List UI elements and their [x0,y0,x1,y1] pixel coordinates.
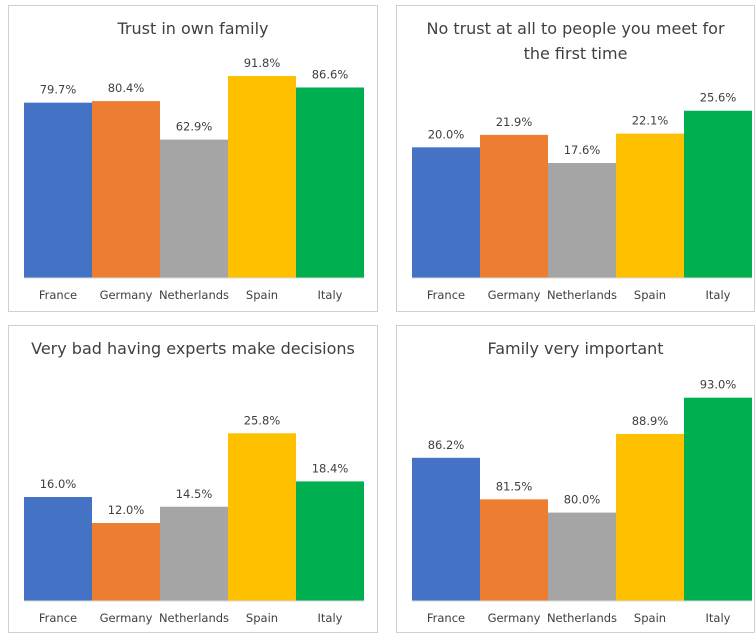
value-label: 25.8% [244,413,281,427]
bar [92,101,160,279]
bar [296,87,364,278]
bar [412,147,480,278]
value-label: 62.9% [176,120,213,134]
chart: 20.0% France 21.9% Germany 17.6% Netherlands 2… [412,91,752,302]
bar [548,163,616,278]
chart-title: Trust in own family [117,19,269,38]
x-tick-label: France [39,288,77,302]
bar [296,481,364,601]
x-tick-label: France [39,611,77,625]
value-label: 17.6% [564,143,601,157]
bar [480,499,548,601]
value-label: 91.8% [244,56,281,70]
bar [616,433,684,601]
chart-panel: 79.7% France 80.4% Germany 62.9% Netherlands 9… [8,5,378,312]
bar [684,397,752,601]
x-tick-label: Netherlands [159,611,229,625]
x-tick-label: France [427,611,465,625]
x-tick-label: Italy [706,288,731,302]
value-label: 18.4% [312,461,349,475]
x-tick-label: Germany [488,288,541,302]
x-tick-label: Spain [634,288,666,302]
value-label: 86.6% [312,67,349,81]
x-tick-label: Spain [246,611,278,625]
value-label: 81.5% [496,479,533,493]
x-tick-label: Germany [100,611,153,625]
bar [228,76,296,278]
x-tick-label: Germany [488,611,541,625]
chart-title: Family very important [487,339,664,358]
value-label: 22.1% [632,114,669,128]
value-label: 80.4% [108,81,145,95]
x-tick-label: Germany [100,288,153,302]
value-label: 21.9% [496,115,533,129]
chart: 79.7% France 80.4% Germany 62.9% Netherlands 9… [24,56,364,302]
value-label: 16.0% [40,477,77,491]
bar [548,512,616,601]
value-label: 93.0% [700,378,737,392]
x-tick-label: Spain [246,288,278,302]
bar [228,433,296,601]
x-tick-label: Spain [634,611,666,625]
x-tick-label: France [427,288,465,302]
chart-panel: 20.0% France 21.9% Germany 17.6% Netherlands 2… [396,5,755,312]
value-label: 12.0% [108,503,145,517]
value-label: 20.0% [428,127,465,141]
chart: 16.0% France 12.0% Germany 14.5% Netherlands 2… [24,413,364,625]
value-label: 80.0% [564,493,601,507]
x-tick-label: Italy [318,288,343,302]
chart: 86.2% France 81.5% Germany 80.0% Netherlands 8… [412,378,752,625]
x-tick-label: Italy [318,611,343,625]
bar [480,134,548,278]
x-tick-label: Netherlands [547,288,617,302]
value-label: 86.2% [428,438,465,452]
chart-title: Very bad having experts make decisions [31,339,355,358]
bar [92,523,160,601]
value-label: 25.6% [700,91,737,105]
value-label: 79.7% [40,83,77,97]
value-label: 88.9% [632,414,669,428]
bar [24,497,92,601]
chart-title: No trust at all to people you meet for t… [426,19,725,63]
bar [684,110,752,278]
bar [24,102,92,278]
bar [160,506,228,601]
x-tick-label: Netherlands [159,288,229,302]
chart-panel: 16.0% France 12.0% Germany 14.5% Netherlands 2… [8,325,378,633]
chart-panel: 86.2% France 81.5% Germany 80.0% Netherlands 8… [396,325,755,633]
bar [160,139,228,278]
bar [616,133,684,278]
x-tick-label: Netherlands [547,611,617,625]
bar [412,457,480,601]
value-label: 14.5% [176,487,213,501]
x-tick-label: Italy [706,611,731,625]
